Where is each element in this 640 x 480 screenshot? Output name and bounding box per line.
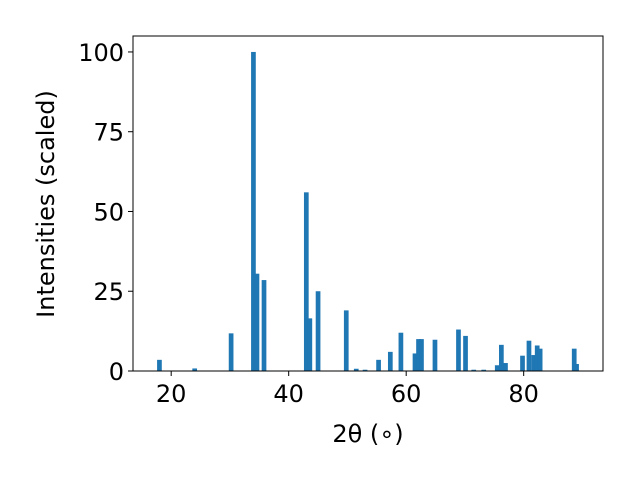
bar: [432, 339, 438, 371]
bar: [531, 355, 537, 371]
bar: [376, 359, 381, 371]
bar: [362, 369, 368, 371]
x-axis-ticks: 20 40 60 80: [156, 371, 539, 408]
bar: [494, 365, 500, 371]
bar: [419, 339, 424, 371]
bar: [251, 51, 256, 371]
bar: [499, 344, 504, 371]
bar: [398, 332, 404, 371]
bar: [192, 368, 198, 371]
bar: [353, 368, 359, 371]
y-axis-label: Intensities (scaled): [32, 90, 60, 318]
bar: [412, 353, 418, 371]
bar: [157, 359, 162, 371]
bar: [471, 369, 477, 371]
bar: [534, 345, 540, 371]
x-tick-label: 80: [508, 380, 539, 408]
bar: [571, 348, 577, 371]
y-tick-label: 75: [93, 119, 124, 147]
bar: [307, 318, 313, 371]
bar: [463, 335, 468, 371]
bar: [303, 192, 309, 371]
bar: [343, 310, 349, 371]
bar: [315, 291, 321, 371]
bar: [481, 369, 487, 371]
bar: [228, 333, 234, 371]
x-tick-label: 40: [273, 380, 304, 408]
bar: [416, 339, 421, 371]
bar: [261, 280, 267, 371]
bar: [537, 348, 543, 371]
bar: [387, 351, 393, 371]
x-tick-label: 60: [391, 380, 422, 408]
y-tick-label: 50: [93, 198, 124, 226]
bar: [574, 363, 579, 371]
bar: [456, 329, 461, 371]
plot-frame: [132, 35, 604, 372]
bar: [526, 340, 532, 371]
bar: [254, 273, 260, 371]
bar: [503, 363, 508, 371]
x-tick-label: 20: [156, 380, 187, 408]
y-tick-label: 100: [78, 39, 124, 67]
bar: [520, 355, 525, 371]
y-tick-label: 25: [93, 278, 124, 306]
y-tick-label: 0: [109, 358, 124, 386]
y-axis-ticks: 0 25 50 75 100: [78, 39, 133, 386]
x-axis-label: 2θ (∘): [332, 420, 403, 448]
bars-group: [157, 51, 579, 371]
